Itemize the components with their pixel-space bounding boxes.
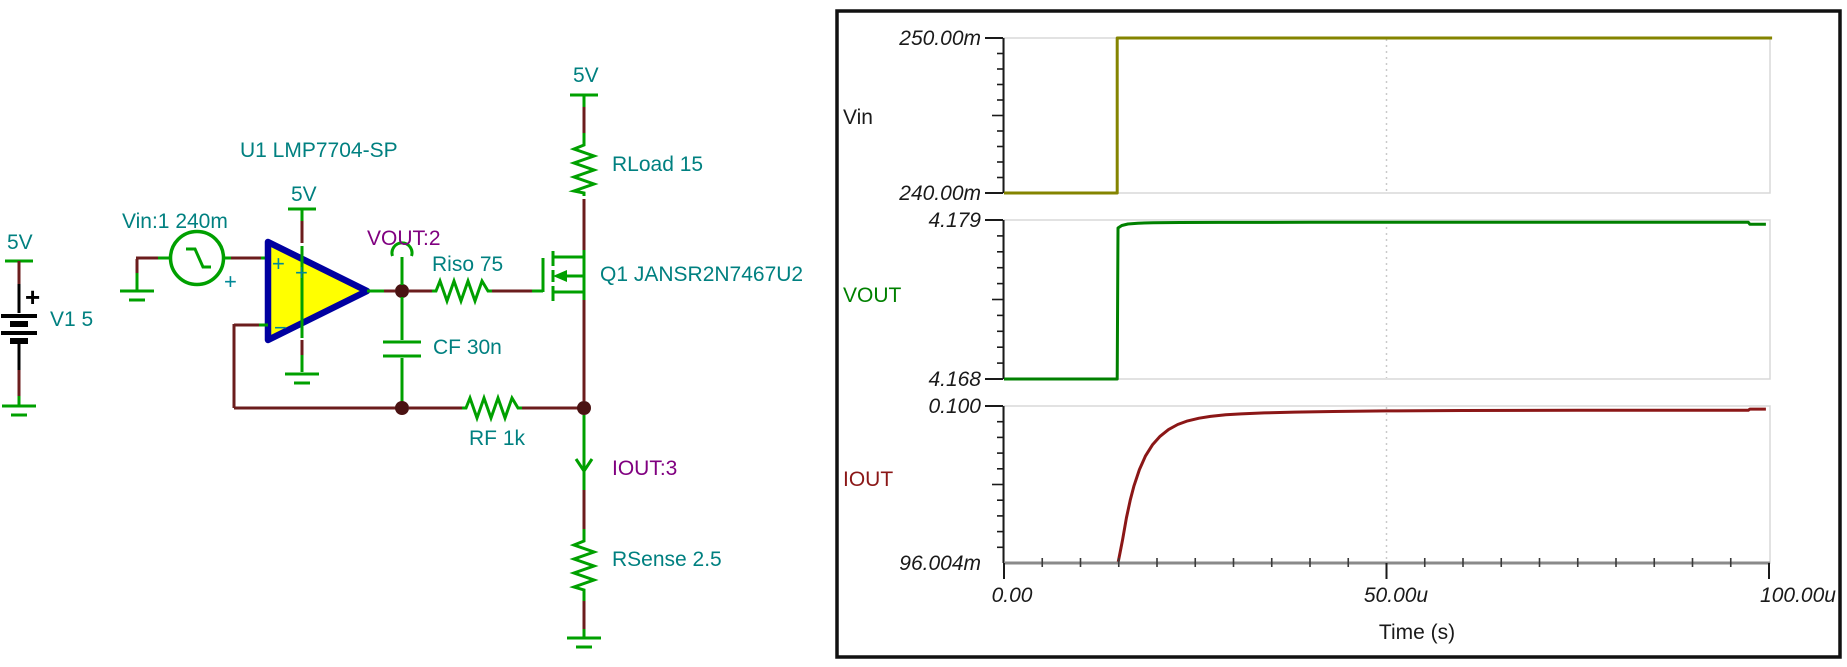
vout-signal-name: VOUT — [843, 284, 902, 307]
opamp-label: U1 LMP7704-SP — [240, 139, 398, 162]
vin-ymin-label: 240.00m — [898, 182, 981, 205]
vin-ymax-label: 250.00m — [898, 27, 981, 50]
resistor-rf[interactable]: RF 1k — [409, 393, 578, 450]
feedback-wire — [232, 323, 396, 410]
waveform-panel: 250.00m 240.00m Vin 4.179 4.168 VOUT 0.1… — [835, 9, 1842, 659]
node-dot — [395, 401, 409, 415]
vin-signal-name: Vin — [843, 106, 873, 129]
time-axis-ticks — [1003, 558, 1770, 579]
current-probe-arrow-icon — [574, 458, 594, 474]
battery-value-label: V1 5 — [50, 308, 93, 331]
ground-icon — [567, 636, 601, 649]
step-source-icon — [168, 229, 226, 287]
battery-supply-label: 5V — [7, 231, 33, 254]
opamp-supply-label: 5V — [291, 183, 317, 206]
mosfet-body-arrow-icon — [553, 270, 567, 282]
iout-signal-name: IOUT — [843, 468, 893, 491]
resistor-icon — [432, 276, 492, 306]
opamp-supply-plus: + — [295, 260, 308, 285]
iout-y-ticks — [992, 420, 1003, 549]
vin-trace — [1004, 36, 1773, 195]
subplot-iout: 0.100 96.004m IOUT — [843, 395, 1771, 575]
mosfet-q1[interactable]: Q1 JANSR2N7467U2 — [541, 251, 803, 301]
rf-label: RF 1k — [469, 427, 526, 450]
battery-icon — [1, 314, 37, 344]
xtick-50u: 50.00u — [1364, 584, 1429, 607]
vout-trace — [1004, 220, 1766, 381]
ground-icon — [285, 372, 319, 385]
iout-ymin-label: 96.004m — [899, 552, 981, 575]
ground-icon — [120, 272, 154, 302]
opamp-inv-minus: − — [274, 315, 287, 340]
resistor-riso[interactable]: Riso 75 — [409, 253, 543, 306]
opamp-u1[interactable]: U1 LMP7704-SP 5V + + − — [240, 139, 398, 385]
output-node-network: VOUT:2 CF 30n — [367, 227, 502, 415]
cf-label: CF 30n — [433, 336, 502, 359]
iout-ymax-label: 0.100 — [928, 395, 981, 418]
mosfet-label: Q1 JANSR2N7467U2 — [600, 263, 803, 286]
node-dot — [577, 401, 591, 415]
subplot-vin: 250.00m 240.00m Vin — [843, 27, 1773, 205]
vin-y-ticks — [992, 52, 1003, 179]
vin-source[interactable]: Vin:1 240m + — [120, 210, 269, 302]
resistor-icon — [569, 537, 599, 594]
step-waveform-glyph — [186, 247, 211, 269]
iout-rsense-branch[interactable]: IOUT:3 RSense 2.5 — [567, 292, 722, 649]
capacitor-cf[interactable] — [383, 340, 421, 358]
battery-plus-sign: + — [25, 282, 40, 312]
vin-source-label: Vin:1 240m — [122, 210, 228, 233]
node-dot — [395, 284, 409, 298]
resistor-rload[interactable]: 5V RLoad 15 — [568, 64, 703, 257]
battery-v1[interactable]: 5V + V1 5 — [1, 231, 93, 417]
resistor-icon — [462, 393, 522, 423]
voltage-probe-icon[interactable] — [390, 241, 414, 257]
riso-label: Riso 75 — [432, 253, 503, 276]
resistor-icon — [568, 141, 599, 196]
opamp-triangle-icon — [264, 238, 371, 344]
schematic: 5V + V1 5 — [1, 64, 803, 649]
panel-border — [835, 9, 1842, 659]
opamp-noninv-plus: + — [272, 251, 285, 276]
iout-probe-label: IOUT:3 — [612, 457, 677, 480]
time-axis: 0.00 50.00u 100.00u Time (s) — [992, 558, 1836, 644]
time-axis-title: Time (s) — [1379, 621, 1455, 644]
source-polarity-plus: + — [224, 269, 237, 294]
rsense-label: RSense 2.5 — [612, 548, 722, 571]
vout-ymax-label: 4.179 — [928, 209, 981, 232]
vout-ymin-label: 4.168 — [928, 368, 981, 391]
vout-y-ticks — [992, 235, 1003, 364]
ground-icon — [2, 404, 36, 417]
subplot-vout: 4.179 4.168 VOUT — [843, 209, 1771, 391]
iout-trace — [1004, 407, 1766, 565]
xtick-100u: 100.00u — [1760, 584, 1836, 607]
vout-probe-label: VOUT:2 — [367, 227, 441, 250]
rload-supply-label: 5V — [573, 64, 599, 87]
xtick-0: 0.00 — [992, 584, 1033, 607]
rload-label: RLoad 15 — [612, 153, 703, 176]
